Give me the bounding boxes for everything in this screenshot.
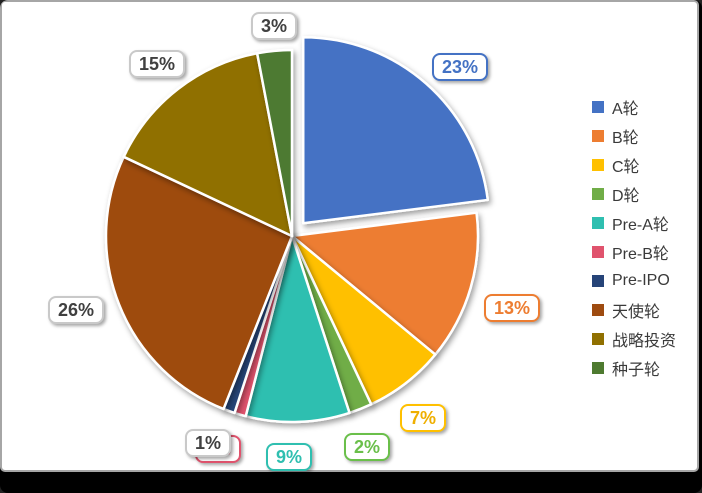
- data-label-种子轮: 3%: [251, 12, 298, 40]
- legend-item-A轮: A轮: [592, 92, 676, 121]
- pie-chart: [104, 36, 490, 424]
- legend-label: 战略投资: [612, 332, 677, 350]
- data-label-B轮: 13%: [484, 294, 541, 322]
- legend-item-Pre-B轮: Pre-B轮: [592, 237, 676, 266]
- chart-panel: 23%13%7%2%9%1%1%26%15%3% A轮B轮C轮D轮Pre-A轮P…: [0, 0, 699, 472]
- legend-swatch-icon: [592, 361, 604, 374]
- legend: A轮 B轮 C轮 D轮 Pre-A轮 Pre-B轮 Pre-IPO 天使轮战略投资种子轮: [592, 92, 676, 382]
- pie-slice-种子轮: [255, 48, 294, 238]
- legend-label: 天使轮: [612, 303, 661, 321]
- data-label-天使轮: 26%: [48, 296, 105, 324]
- data-label-Pre-A轮: 9%: [266, 443, 313, 471]
- legend-swatch-icon: [592, 216, 604, 229]
- legend-label: D轮: [612, 187, 640, 205]
- legend-swatch-icon: [592, 303, 604, 316]
- legend-item-种子轮: 种子轮: [592, 353, 676, 382]
- pie-slice-B轮: [290, 211, 480, 356]
- legend-swatch-icon: [592, 187, 604, 200]
- legend-item-战略投资: 战略投资: [592, 324, 676, 353]
- data-label-D轮: 2%: [344, 433, 391, 461]
- legend-swatch-icon: [592, 332, 604, 345]
- data-label-A轮: 23%: [432, 53, 489, 81]
- legend-swatch-icon: [592, 245, 604, 258]
- legend-swatch-icon: [592, 129, 604, 142]
- legend-label: A轮: [612, 100, 639, 118]
- pie-slice-Pre-A轮: [244, 234, 351, 424]
- legend-swatch-icon: [592, 100, 604, 113]
- legend-label: 种子轮: [612, 361, 661, 379]
- legend-label: C轮: [612, 158, 640, 176]
- legend-swatch-icon: [592, 274, 604, 287]
- data-label-战略投资: 15%: [129, 50, 186, 78]
- legend-swatch-icon: [592, 158, 604, 171]
- legend-item-Pre-IPO: Pre-IPO: [592, 266, 676, 295]
- data-label-Pre-IPO: 1%: [185, 429, 232, 457]
- legend-item-天使轮: 天使轮: [592, 295, 676, 324]
- legend-item-B轮: B轮: [592, 121, 676, 150]
- data-label-C轮: 7%: [400, 404, 447, 432]
- legend-label: Pre-A轮: [612, 216, 669, 234]
- legend-item-Pre-A轮: Pre-A轮: [592, 208, 676, 237]
- legend-item-C轮: C轮: [592, 150, 676, 179]
- pie-slice-战略投资: [122, 52, 294, 238]
- legend-label: Pre-IPO: [612, 271, 670, 289]
- pie-slice-A轮: [301, 36, 490, 225]
- legend-label: B轮: [612, 129, 639, 147]
- legend-item-D轮: D轮: [592, 179, 676, 208]
- legend-label: Pre-B轮: [612, 245, 669, 263]
- pie-slice-天使轮: [104, 155, 294, 411]
